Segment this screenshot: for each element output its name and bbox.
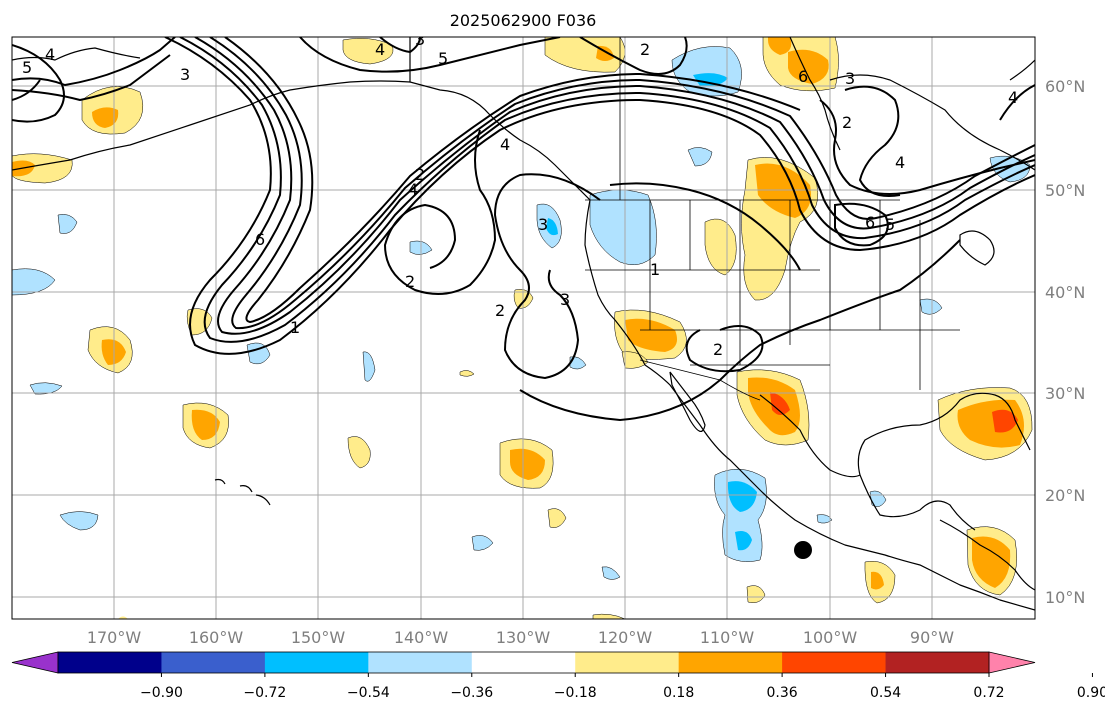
colorbar-tick-label: 0.36 [767, 685, 798, 701]
colorbar-segment [264, 652, 369, 673]
svg-text:6: 6 [255, 230, 265, 249]
svg-text:2: 2 [713, 340, 723, 359]
svg-text:6: 6 [798, 67, 808, 86]
colorbar-segment [368, 652, 473, 673]
lon-labels: 170°W 160°W 150°W 140°W 130°W 120°W 110°… [87, 628, 954, 647]
colorbar-segment [885, 652, 990, 673]
svg-text:2: 2 [415, 165, 425, 184]
colorbar-tick-label: 0.54 [870, 685, 901, 701]
svg-text:1: 1 [290, 318, 300, 337]
svg-text:5: 5 [22, 58, 32, 77]
svg-text:3: 3 [538, 215, 548, 234]
borders [585, 37, 960, 401]
colorbar-extend-right [988, 651, 1036, 674]
svg-text:4: 4 [375, 40, 385, 59]
svg-text:3: 3 [845, 69, 855, 88]
colorbar: −0.90 −0.72 −0.54 −0.36 −0.18 0.18 0.36 0.54 0.7… [11, 651, 1105, 701]
lon-label: 90°W [910, 628, 954, 647]
colorbar-tick-label: 0.18 [663, 685, 694, 701]
svg-text:5: 5 [438, 49, 448, 68]
colorbar-extend-left [11, 651, 59, 674]
svg-text:2: 2 [640, 40, 650, 59]
contour-labels: 5 4 3 4 5 2 6 3 2 4 6 5 4 3 6 1 4 2 2 3 … [22, 30, 1018, 359]
svg-text:4: 4 [500, 135, 510, 154]
map-area: 5 4 3 4 5 2 6 3 2 4 6 5 4 3 6 1 4 2 2 3 … [12, 30, 1035, 619]
colorbar-tick-label: −0.90 [140, 685, 183, 701]
colorbar-tick-label: −0.54 [347, 685, 390, 701]
colorbar-tick-label: −0.72 [243, 685, 286, 701]
lon-label: 140°W [394, 628, 449, 647]
lat-labels: 60°N 50°N 40°N 30°N 20°N 10°N [1045, 77, 1085, 607]
lon-label: 150°W [291, 628, 346, 647]
lat-label: 20°N [1045, 486, 1085, 505]
colorbar-tick-label: 0.90 [1077, 685, 1105, 701]
map-title: 2025062900 F036 [450, 11, 597, 30]
colorbar-frame [57, 651, 990, 674]
colorbar-segment [782, 652, 887, 673]
svg-text:6: 6 [865, 213, 875, 232]
storm-marker [794, 541, 812, 559]
colorbar-tick-label: −0.18 [554, 685, 597, 701]
colorbar-segment [471, 652, 576, 673]
lon-label: 160°W [189, 628, 244, 647]
svg-text:4: 4 [895, 153, 905, 172]
lon-label: 170°W [87, 628, 142, 647]
contours [12, 37, 1035, 422]
colorbar-segment [678, 652, 783, 673]
coastlines [12, 37, 1035, 611]
svg-text:4: 4 [45, 45, 55, 64]
svg-text:1: 1 [650, 260, 660, 279]
lon-label: 110°W [700, 628, 755, 647]
svg-text:3: 3 [415, 30, 425, 49]
lat-label: 50°N [1045, 181, 1085, 200]
lon-label: 100°W [803, 628, 858, 647]
svg-text:4: 4 [408, 180, 418, 199]
svg-text:5: 5 [885, 215, 895, 234]
lat-label: 30°N [1045, 384, 1085, 403]
svg-text:2: 2 [495, 301, 505, 320]
colorbar-tick-label: 0.72 [973, 685, 1004, 701]
lon-label: 120°W [598, 628, 653, 647]
lat-label: 10°N [1045, 588, 1085, 607]
lon-label: 130°W [496, 628, 551, 647]
map-frame [11, 36, 1036, 620]
svg-text:3: 3 [180, 65, 190, 84]
svg-text:2: 2 [842, 113, 852, 132]
colorbar-tick-label: −0.36 [450, 685, 493, 701]
colorbar-segment [575, 652, 680, 673]
svg-text:3: 3 [560, 290, 570, 309]
lat-label: 40°N [1045, 283, 1085, 302]
lat-label: 60°N [1045, 77, 1085, 96]
colorbar-segment [58, 652, 162, 673]
svg-text:2: 2 [405, 272, 415, 291]
svg-text:4: 4 [1008, 88, 1018, 107]
colorbar-segment [161, 652, 266, 673]
